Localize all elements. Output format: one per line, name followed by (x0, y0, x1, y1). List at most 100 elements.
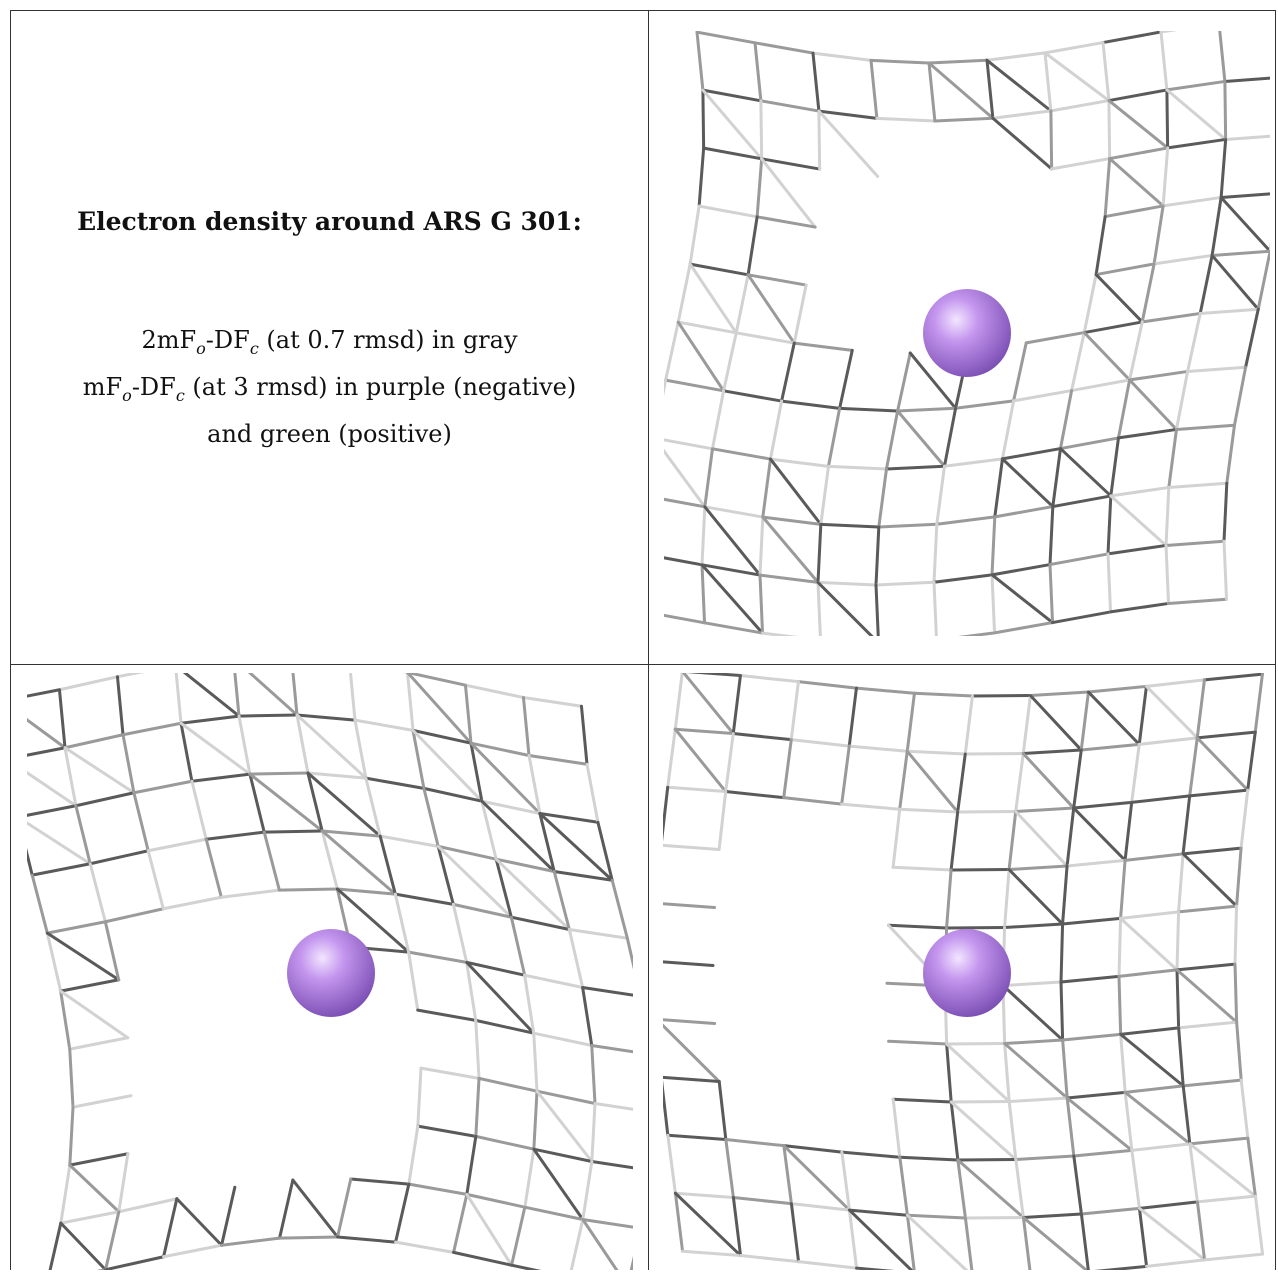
mesh-segment (1116, 378, 1132, 440)
mesh-segment (494, 857, 571, 932)
mesh-segment (1103, 157, 1112, 219)
mesh-segment (1072, 806, 1127, 862)
mesh-segment (248, 772, 324, 833)
mesh-segment (593, 1102, 633, 1111)
mesh-segment (1048, 552, 1110, 567)
mesh-segment (816, 580, 874, 636)
mesh-segment (474, 1018, 536, 1035)
mesh-segment (935, 464, 946, 526)
mesh-segment (663, 843, 721, 852)
mesh-segment (1210, 195, 1223, 257)
mesh-segment (1188, 788, 1250, 798)
mesh-segment (1109, 485, 1171, 498)
mesh-segment (1159, 31, 1169, 92)
mesh-segment (590, 1102, 597, 1164)
mesh-segment (896, 351, 912, 413)
mesh-segment (465, 960, 536, 1035)
mesh-segment (963, 694, 974, 756)
density-mesh (664, 31, 1270, 636)
mesh-segment (734, 273, 750, 335)
mesh-segment (676, 320, 726, 393)
mesh-segment (291, 673, 299, 717)
mesh-segment (954, 399, 1016, 410)
mesh-segment (663, 1079, 670, 1137)
mesh-segment (465, 960, 478, 1022)
mesh-segment (68, 1047, 75, 1109)
mesh-segment (700, 563, 765, 635)
mesh-segment (869, 58, 879, 120)
mesh-segment (738, 674, 800, 684)
mesh-segment (759, 99, 764, 161)
mesh-segment (59, 1221, 108, 1270)
mesh-segment (320, 829, 339, 891)
mesh-segment (695, 31, 705, 92)
mesh-segment (703, 505, 762, 577)
mesh-segment (1130, 1142, 1192, 1152)
mesh-segment (610, 878, 629, 940)
mesh-segment (664, 378, 668, 397)
mesh-segment (1167, 481, 1229, 489)
mesh-segment (353, 718, 415, 732)
mesh-segment (179, 721, 194, 783)
mesh-segment (673, 1191, 735, 1200)
figure-grid: Electron density around ARS G 301: 2mFo-… (10, 10, 1276, 1270)
mesh-segment (664, 556, 704, 567)
mesh-segment (1167, 597, 1229, 605)
mesh-segment (789, 738, 851, 748)
mesh-segment (697, 204, 759, 219)
mesh-segment (927, 61, 995, 120)
mesh-segment (262, 829, 324, 834)
mesh-segment (1130, 1148, 1141, 1210)
mesh-segment (59, 1163, 72, 1225)
mesh-segment (523, 973, 536, 1035)
mesh-segment (1119, 1032, 1127, 1094)
mesh-segment (306, 771, 382, 838)
mesh-segment (1137, 1200, 1199, 1210)
mesh-segment (480, 799, 498, 861)
mesh-segment (532, 1089, 539, 1151)
mesh-segment (179, 714, 241, 725)
mesh-segment (1050, 157, 1112, 171)
mesh-segment (1000, 457, 1055, 509)
mesh-segment (985, 58, 1053, 113)
mesh-segment (688, 262, 750, 277)
mesh-segment (1165, 79, 1227, 92)
mesh-segment (990, 573, 1055, 625)
mesh-segment (664, 497, 707, 509)
mesh-segment (74, 804, 92, 866)
mesh-segment (1123, 800, 1134, 862)
mesh-segment (416, 1008, 478, 1022)
mesh-segment (1082, 331, 1132, 382)
mesh-segment (673, 727, 735, 736)
mesh-segment (761, 515, 823, 526)
mesh-segment (521, 696, 531, 758)
mesh-segment (1007, 1096, 1069, 1104)
mesh-segment (480, 799, 542, 816)
mesh-segment (1106, 543, 1168, 556)
mesh-segment (590, 1044, 597, 1106)
mesh-view-1 (664, 31, 1270, 636)
mesh-segment (416, 1066, 423, 1128)
mesh-segment (1014, 752, 1025, 814)
mesh-segment (761, 631, 798, 636)
mesh-segment (789, 1202, 801, 1264)
mesh-segment (1164, 485, 1171, 547)
mesh-segment (59, 978, 121, 993)
mesh-segment (1210, 249, 1270, 257)
mesh-segment (1065, 1090, 1127, 1100)
mesh-segment (874, 580, 936, 587)
mesh-segment (74, 791, 136, 808)
mesh-segment (759, 99, 821, 113)
mesh-segment (1223, 76, 1270, 83)
mesh-segment (1103, 204, 1165, 219)
mesh-segment (664, 320, 680, 382)
mesh-segment (88, 849, 150, 866)
mesh-segment (45, 931, 63, 993)
mesh-segment (474, 1076, 481, 1138)
mesh-segment (1106, 552, 1113, 614)
mesh-segment (1119, 916, 1179, 972)
mesh-segment (739, 1254, 801, 1264)
mesh-segment (436, 844, 498, 861)
mesh-segment (758, 573, 820, 584)
mesh-segment (1049, 99, 1111, 113)
